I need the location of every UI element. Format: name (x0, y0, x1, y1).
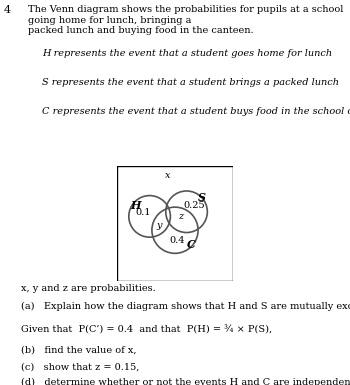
Text: S: S (198, 192, 206, 203)
Text: 0.25: 0.25 (184, 201, 205, 211)
Text: x: x (165, 171, 171, 181)
Text: (b)   find the value of x,: (b) find the value of x, (21, 345, 136, 355)
Text: The Venn diagram shows the probabilities for pupils at a school going home for l: The Venn diagram shows the probabilities… (28, 5, 343, 35)
Text: C represents the event that a student buys food in the school canteen: C represents the event that a student bu… (42, 107, 350, 116)
Text: z: z (178, 212, 183, 221)
Text: 0.4: 0.4 (169, 236, 185, 245)
Text: 4: 4 (4, 5, 10, 15)
Text: 0.1: 0.1 (135, 208, 150, 218)
Text: S represents the event that a student brings a packed lunch: S represents the event that a student br… (42, 78, 339, 87)
Text: C: C (187, 239, 196, 250)
Text: x, y and z are probabilities.: x, y and z are probabilities. (21, 284, 156, 293)
Text: (c)   show that z = 0.15,: (c) show that z = 0.15, (21, 362, 139, 371)
Text: (a)   Explain how the diagram shows that H and S are mutually exclusive.: (a) Explain how the diagram shows that H… (21, 302, 350, 311)
Text: y: y (156, 221, 162, 230)
Text: H represents the event that a student goes home for lunch: H represents the event that a student go… (42, 49, 332, 57)
Text: Given that  P(C’) = 0.4  and that  P(H) = ¾ × P(S),: Given that P(C’) = 0.4 and that P(H) = ¾… (21, 326, 272, 335)
Text: (d)   determine whether or not the events H and C are independent and justify yo: (d) determine whether or not the events … (21, 378, 350, 385)
Text: H: H (130, 200, 140, 211)
